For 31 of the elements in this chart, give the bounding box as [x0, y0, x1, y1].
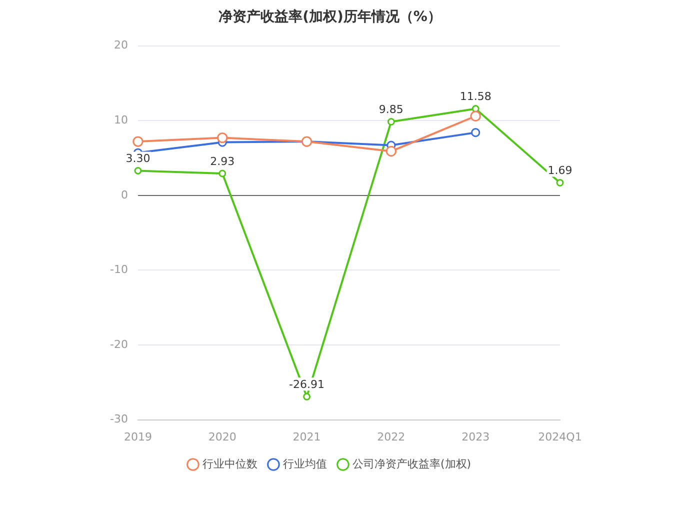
- x-tick-label: 2024Q1: [538, 430, 582, 444]
- data-label: 9.85: [378, 103, 404, 116]
- y-tick-label: -10: [110, 263, 128, 276]
- point: [217, 132, 228, 144]
- x-tick-label: 2019: [124, 430, 152, 444]
- point: [218, 170, 226, 178]
- y-tick-label: 20: [114, 38, 128, 52]
- x-tick-label: 2022: [377, 430, 406, 444]
- point: [471, 128, 480, 138]
- chart-title: 净资产收益率(加权)历年情况（%）: [218, 8, 442, 26]
- legend-label: 行业中位数: [202, 457, 258, 470]
- point: [386, 146, 397, 157]
- y-tick-label: -30: [110, 412, 128, 426]
- data-label: 1.69: [548, 164, 572, 178]
- y-tick-label: 10: [114, 113, 128, 126]
- y-tick-label: -20: [110, 338, 128, 351]
- data-label: -26.91: [289, 378, 325, 392]
- legend-label: 行业均值: [282, 457, 327, 470]
- point: [132, 136, 144, 147]
- legend-label: 公司净资产收益率(加权): [352, 457, 472, 470]
- data-label: 2.93: [210, 154, 235, 168]
- point: [387, 118, 395, 126]
- point: [134, 166, 142, 174]
- data-label: 11.58: [460, 90, 492, 104]
- point: [303, 392, 311, 400]
- point: [470, 110, 481, 122]
- x-tick-label: 2023: [462, 430, 490, 444]
- x-tick-label: 2021: [292, 430, 321, 444]
- x-tick-label: 2020: [208, 430, 236, 444]
- y-tick-label: 0: [120, 188, 128, 202]
- point: [556, 179, 564, 187]
